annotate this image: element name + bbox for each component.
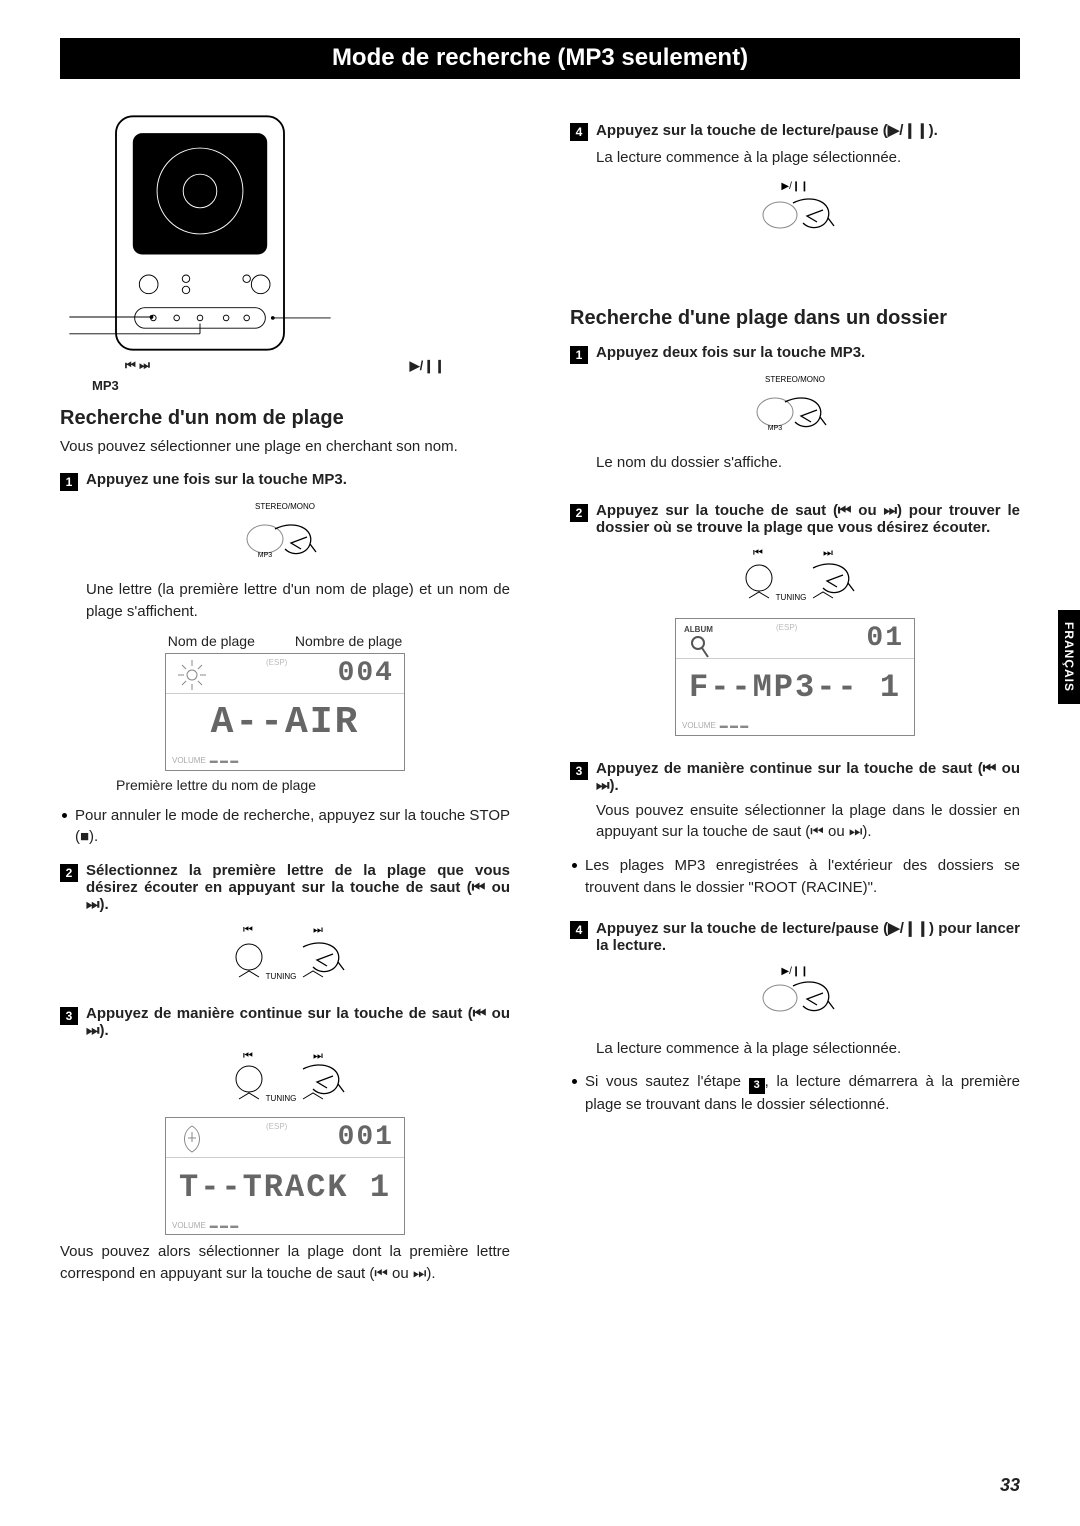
- svg-text:MP3: MP3: [768, 425, 783, 432]
- device-play-label: ▶/❙❙: [410, 358, 445, 374]
- svg-text:⏮: ⏮: [243, 924, 253, 936]
- press-mp3-icon-r: STEREO/MONO MP3: [725, 372, 865, 442]
- tuning-press-icon-r: ⏮ ⏭ TUNING: [715, 544, 875, 608]
- step-number: 2: [570, 504, 588, 522]
- right-bullet-root: Les plages MP3 enregistrées à l'extérieu…: [572, 855, 1020, 899]
- lcd-display-2: (ESP) 001 T--TRACK 1 VOLUME ▬ ▬ ▬: [165, 1117, 405, 1235]
- right-step1: 1 Appuyez deux fois sur la touche MP3.: [570, 344, 1020, 364]
- device-mp3-label: MP3: [92, 378, 510, 393]
- right-step4: 4 Appuyez sur la touche de lecture/pause…: [570, 121, 1020, 141]
- device-illustration: [60, 107, 340, 359]
- caption-first-letter: Première lettre du nom de plage: [116, 777, 510, 793]
- svg-text:TUNING: TUNING: [266, 1094, 297, 1103]
- right-heading: Recherche d'une plage dans un dossier: [570, 307, 1020, 330]
- page-number: 33: [1000, 1475, 1020, 1496]
- caption-nom-plage: Nom de plage: [168, 633, 255, 649]
- step-number: 4: [570, 921, 588, 939]
- language-tab: FRANÇAIS: [1058, 610, 1080, 704]
- left-heading: Recherche d'un nom de plage: [60, 407, 510, 430]
- svg-text:STEREO/MONO: STEREO/MONO: [255, 502, 315, 511]
- left-after-step3: Vous pouvez alors sélectionner la plage …: [60, 1241, 510, 1285]
- svg-text:▶/❙❙: ▶/❙❙: [781, 966, 808, 977]
- step-number: 2: [60, 864, 78, 882]
- step-number: 4: [570, 123, 588, 141]
- step-number: 1: [570, 346, 588, 364]
- left-after-step1: Une lettre (la première lettre d'un nom …: [86, 579, 510, 623]
- left-bullet-cancel: Pour annuler le mode de recherche, appuy…: [62, 805, 510, 849]
- left-step1: 1 Appuyez une fois sur la touche MP3.: [60, 471, 510, 491]
- page-title: Mode de recherche (MP3 seulement): [60, 38, 1020, 79]
- right-column: 4 Appuyez sur la touche de lecture/pause…: [570, 107, 1020, 1285]
- right-step2: 2 Appuyez sur la touche de saut (⏮ ou ⏭)…: [570, 502, 1020, 536]
- svg-text:▶/❙❙: ▶/❙❙: [781, 181, 808, 192]
- tuning-press-icon: ⏮ ⏭ TUNING: [205, 921, 365, 991]
- right-after-step3: Vous pouvez ensuite sélectionner la plag…: [596, 800, 1020, 844]
- right-step4b: 4 Appuyez sur la touche de lecture/pause…: [570, 919, 1020, 954]
- tuning-press-icon-2: ⏮ ⏭ TUNING: [205, 1047, 365, 1107]
- left-intro: Vous pouvez sélectionner une plage en ch…: [60, 438, 510, 455]
- svg-text:MP3: MP3: [258, 552, 273, 559]
- step-number: 3: [570, 762, 588, 780]
- play-press-icon-2: ▶/❙❙: [735, 962, 855, 1028]
- play-press-icon: ▶/❙❙: [735, 177, 855, 247]
- svg-text:TUNING: TUNING: [266, 972, 297, 981]
- svg-text:⏭: ⏭: [823, 547, 833, 559]
- right-step3: 3 Appuyez de manière continue sur la tou…: [570, 760, 1020, 794]
- caption-nombre-plage: Nombre de plage: [295, 633, 402, 649]
- svg-text:TUNING: TUNING: [776, 593, 807, 602]
- svg-text:⏭: ⏭: [313, 924, 323, 936]
- press-mp3-icon: STEREO/MONO MP3: [215, 499, 355, 569]
- svg-text:⏮: ⏮: [753, 547, 763, 559]
- step-number: 1: [60, 473, 78, 491]
- right-after-step4: La lecture commence à la plage sélection…: [596, 147, 1020, 169]
- left-step2: 2 Sélectionnez la première lettre de la …: [60, 862, 510, 913]
- inline-step-ref: 3: [749, 1078, 765, 1094]
- svg-text:⏮: ⏮: [243, 1050, 253, 1062]
- step-number: 3: [60, 1007, 78, 1025]
- right-after-step4r: La lecture commence à la plage sélection…: [596, 1038, 1020, 1060]
- svg-text:STEREO/MONO: STEREO/MONO: [765, 375, 825, 384]
- left-column: ⏮ ⏭ ▶/❙❙ MP3 Recherche d'un nom de plage…: [60, 107, 510, 1285]
- right-bullet-skip: Si vous sautez l'étape 3, la lecture dém…: [572, 1071, 1020, 1116]
- lcd-display-1: (ESP) 004 A--AIR VOLUME ▬ ▬ ▬: [165, 653, 405, 771]
- lcd-display-3: ALBUM (ESP) 01 F--MP3-- 1 VOLUME ▬ ▬ ▬: [675, 618, 915, 736]
- device-prev-next-label: ⏮ ⏭: [125, 358, 150, 374]
- svg-text:⏭: ⏭: [313, 1050, 323, 1062]
- right-after-step1: Le nom du dossier s'affiche.: [596, 452, 1020, 474]
- left-step3: 3 Appuyez de manière continue sur la tou…: [60, 1005, 510, 1039]
